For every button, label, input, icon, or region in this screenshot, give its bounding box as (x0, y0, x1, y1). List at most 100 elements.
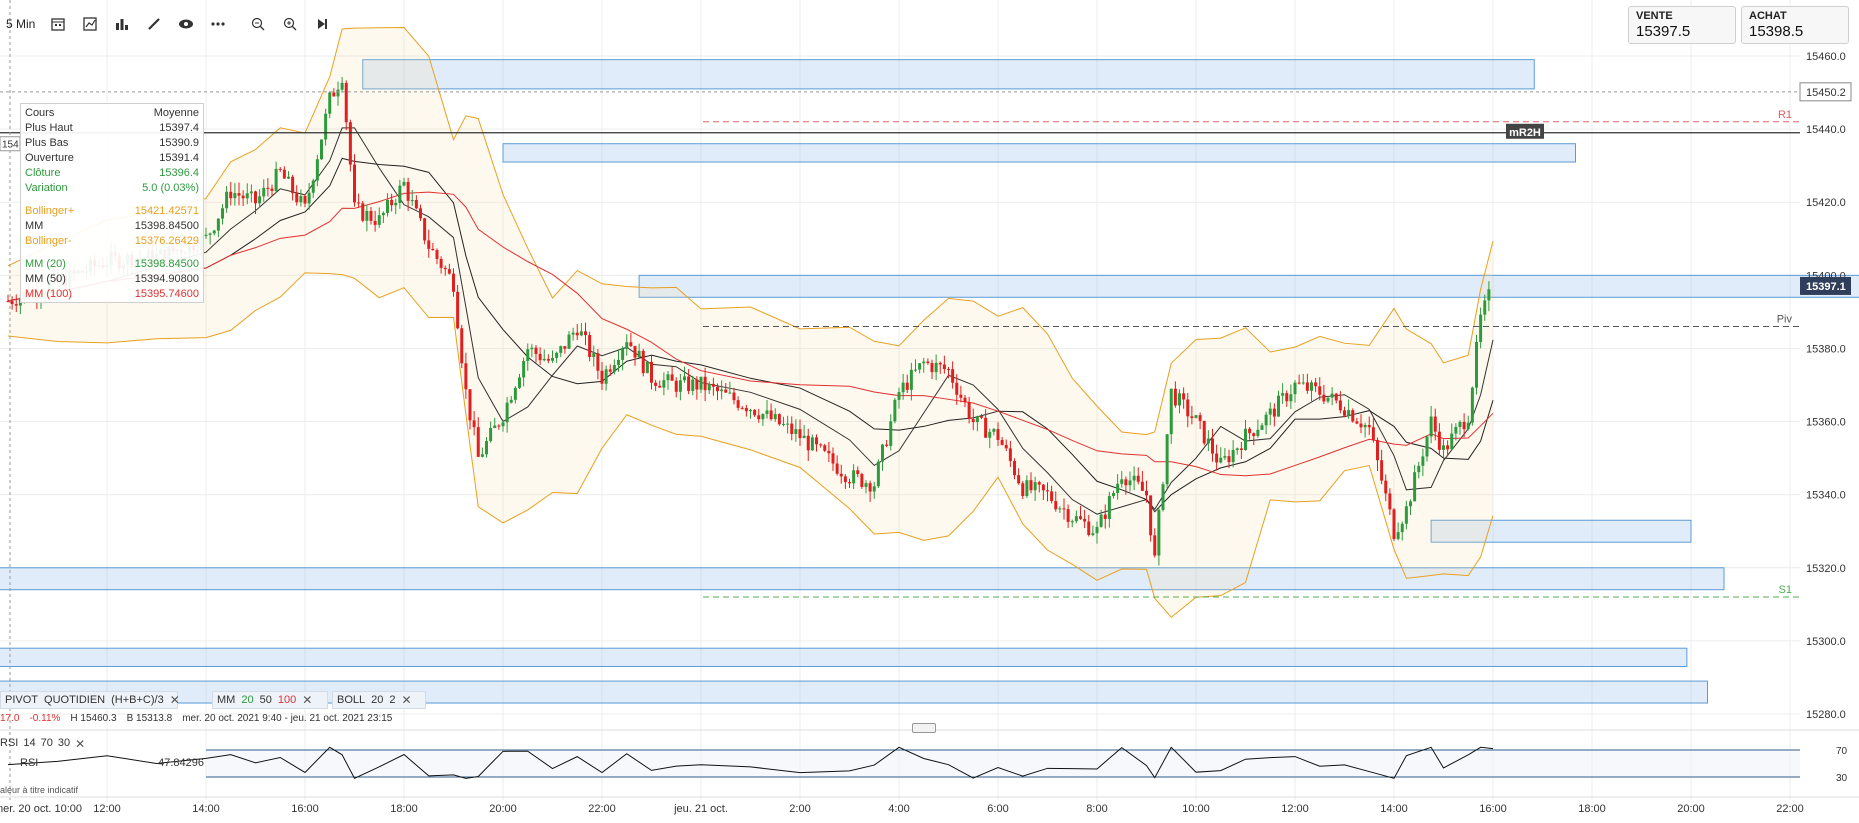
candle (695, 379, 699, 390)
bar-chart-icon[interactable] (113, 15, 131, 33)
candle (1008, 448, 1012, 461)
rsi-level-label: 30 (1836, 773, 1848, 784)
zoom-in-icon[interactable] (281, 15, 299, 33)
candle (1165, 434, 1169, 485)
candle (328, 92, 332, 114)
bollinger-row: Bollinger- 15376.26429 (25, 234, 199, 249)
candle (934, 362, 938, 373)
pencil-icon[interactable] (145, 15, 163, 33)
liquidity-zone (502, 143, 1576, 163)
mm-legend-label: MM (217, 694, 236, 706)
x-tick-label: 4:00 (888, 803, 909, 815)
candle (761, 414, 765, 420)
candle (1091, 533, 1095, 535)
candle (1314, 382, 1318, 387)
candle (1037, 482, 1041, 485)
candle (336, 89, 340, 97)
bollinger-row: MM 15398.84500 (25, 219, 199, 234)
candle (1145, 490, 1148, 496)
sell-quote[interactable]: VENTE 15397.5 (1628, 6, 1736, 44)
candle (951, 369, 955, 383)
candle (1116, 483, 1120, 493)
close-icon[interactable]: ✕ (75, 737, 86, 751)
candle (1000, 440, 1004, 445)
candle (967, 402, 971, 420)
rsi-level-label: 70 (1836, 746, 1848, 757)
close-icon[interactable]: ✕ (169, 693, 180, 707)
close-icon[interactable]: ✕ (302, 693, 313, 707)
zoom-out-icon[interactable] (249, 15, 267, 33)
liquidity-zone (1430, 519, 1692, 543)
more-icon[interactable] (209, 15, 227, 33)
eye-icon[interactable] (177, 15, 195, 33)
buy-quote[interactable]: ACHAT 15398.5 (1741, 6, 1849, 44)
candle (897, 392, 901, 400)
buy-value: 15398.5 (1749, 23, 1804, 40)
boll-legend-p2: 2 (389, 694, 396, 706)
candle (930, 363, 934, 373)
candle (460, 328, 464, 364)
candle (1371, 427, 1375, 440)
candle (1182, 393, 1186, 400)
compare-icon[interactable] (81, 15, 99, 33)
candle (1004, 444, 1008, 449)
candle (637, 350, 641, 358)
disclaimer-text: aleur à titre indicatif (0, 785, 79, 795)
x-tick-label: 18:00 (1578, 803, 1606, 815)
mm-legend-p3: 100 (277, 694, 297, 706)
info-row-value: 5.0 (0.03%) (142, 182, 199, 194)
x-tick-label: 22:00 (1776, 803, 1804, 815)
x-tick-label: mer. 20 oct. 10:00 (0, 803, 82, 815)
candle (522, 361, 526, 378)
candle (831, 453, 835, 464)
x-tick-label: 6:00 (987, 803, 1008, 815)
bollinger-row-label: Bollinger- (25, 235, 72, 247)
candle (625, 342, 629, 349)
interval-selector[interactable]: 5 Min (6, 17, 36, 31)
candle (823, 445, 827, 451)
ma-20-line (7, 127, 1494, 515)
candle (357, 202, 361, 204)
candle (1475, 342, 1478, 388)
candle (848, 482, 851, 484)
candle (299, 195, 303, 203)
panel-resize-handle[interactable] (912, 723, 936, 733)
candle (402, 181, 406, 186)
close-icon[interactable]: ✕ (401, 693, 412, 707)
status-last: 17.0 (0, 713, 20, 724)
candle (485, 441, 488, 455)
y-axis: 15460.015440.015420.015400.015380.015360… (1799, 51, 1852, 721)
candle (1054, 501, 1058, 510)
candle (361, 203, 365, 221)
candle (988, 431, 992, 438)
candle (1330, 393, 1334, 398)
skip-to-end-icon[interactable] (313, 15, 331, 33)
x-tick-label: 2:00 (789, 803, 810, 815)
candle (1194, 415, 1198, 419)
candle (348, 122, 352, 165)
bollinger-lower-line (7, 272, 1494, 619)
y-tick-label: 15360.0 (1806, 417, 1846, 429)
info-header-left: Cours (25, 107, 55, 119)
candle (975, 416, 979, 423)
candle (542, 358, 546, 361)
calendar-icon[interactable] (49, 15, 67, 33)
info-row-label: Plus Bas (25, 137, 69, 149)
bollinger-fill (8, 27, 1493, 618)
candle (971, 419, 975, 423)
candle (464, 363, 468, 390)
candle (1458, 421, 1462, 427)
ohlc-info-panel: Cours Moyenne Plus Haut 15397.4 Plus Bas 15… (20, 103, 204, 303)
candle (579, 331, 583, 336)
candle (369, 210, 373, 221)
candle (295, 193, 299, 203)
candle (1132, 475, 1136, 481)
candle (1272, 408, 1276, 417)
candle (1392, 509, 1396, 539)
candle (699, 376, 703, 390)
candle (790, 423, 794, 434)
candle (526, 349, 530, 362)
candle (1437, 431, 1441, 450)
candle (876, 461, 880, 487)
